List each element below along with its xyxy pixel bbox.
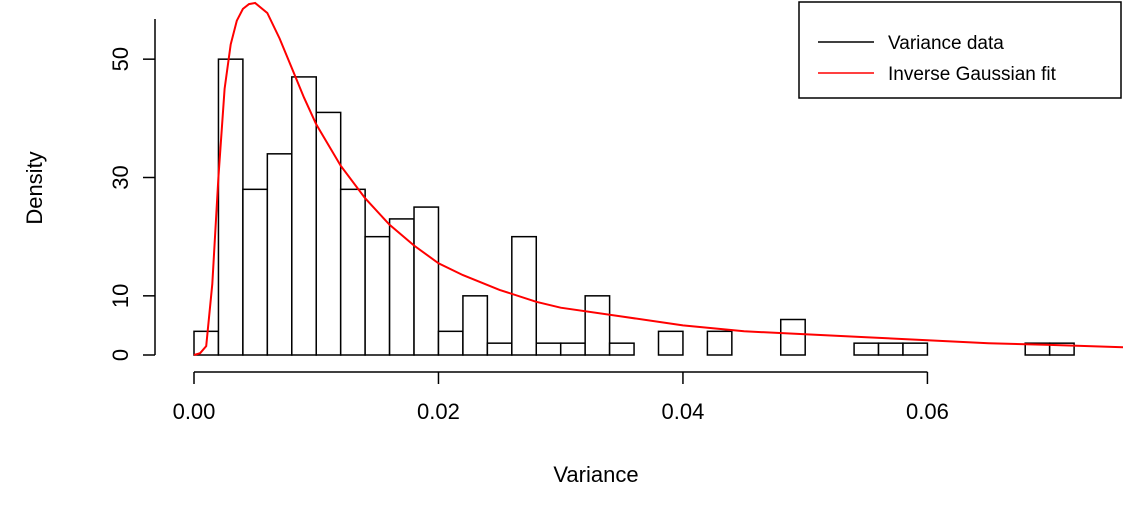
histogram-bar: [413, 206, 440, 356]
y-axis-title: Density: [22, 151, 47, 224]
y-tick-label: 0: [108, 349, 133, 361]
histogram-bar: [242, 188, 269, 356]
inverse-gaussian-fit-line: [193, 1, 1123, 356]
x-axis-title: Variance: [553, 462, 638, 487]
x-tick-label: 0.00: [173, 399, 216, 424]
histogram-bar: [902, 342, 929, 356]
histogram-bar: [779, 318, 806, 356]
histogram-bar: [266, 153, 293, 356]
y-tick-label: 10: [108, 284, 133, 308]
legend-box: [798, 1, 1122, 99]
histogram-bar: [877, 342, 904, 356]
histogram-bar: [217, 58, 244, 356]
y-tick-label: 30: [108, 165, 133, 189]
histogram-bar: [535, 342, 562, 356]
x-tick-label: 0.04: [662, 399, 705, 424]
histogram-bar: [559, 342, 586, 356]
histogram-bar: [291, 76, 317, 356]
x-axis: 0.00 0.02 0.04 0.06: [173, 371, 949, 424]
histogram-bar: [706, 330, 733, 356]
y-axis: 0 10 30 50: [108, 19, 156, 361]
histogram-bar: [1048, 342, 1075, 356]
y-tick-label: 50: [108, 47, 133, 71]
histogram-bar: [364, 235, 391, 356]
histogram-bar: [339, 188, 366, 356]
histogram-bar: [657, 330, 684, 356]
legend-label-variance-data: Variance data: [888, 33, 1004, 54]
legend: Variance data Inverse Gaussian fit: [798, 1, 1122, 99]
histogram-bar: [584, 295, 611, 356]
histogram-bar: [437, 330, 464, 356]
legend-label-inverse-gaussian-fit: Inverse Gaussian fit: [888, 64, 1057, 85]
histogram-bar: [388, 218, 415, 356]
histogram-bars: [193, 58, 1075, 356]
histogram-bar: [462, 295, 489, 356]
histogram-bar: [486, 342, 513, 356]
x-tick-label: 0.06: [906, 399, 949, 424]
histogram-bar: [608, 342, 635, 356]
x-tick-label: 0.02: [417, 399, 460, 424]
histogram-bar: [853, 342, 880, 356]
histogram-bar: [315, 111, 342, 356]
